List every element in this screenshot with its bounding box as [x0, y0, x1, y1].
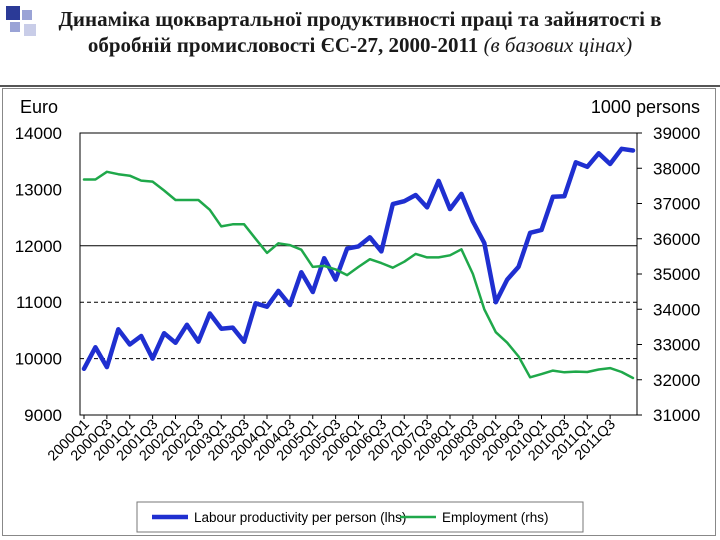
right-tick-label: 34000	[653, 300, 700, 319]
left-axis-unit: Euro	[20, 97, 58, 117]
left-tick-label: 10000	[15, 350, 62, 369]
left-tick-label: 13000	[15, 180, 62, 199]
plot-area	[79, 132, 638, 416]
series-line	[82, 170, 635, 380]
chart-frame	[2, 88, 716, 536]
right-axis-ticks: 31000 32000 33000 34000 35000 36000 37000 38000…	[637, 124, 700, 425]
right-axis-unit: 1000 persons	[591, 97, 700, 117]
grid-lines	[80, 245, 637, 360]
series-lines	[81, 146, 636, 380]
legend-label: Labour productivity per person (lhs)	[194, 510, 406, 525]
right-tick-label: 39000	[653, 124, 700, 143]
legend-box	[136, 501, 584, 533]
right-tick-label: 32000	[653, 371, 700, 390]
left-tick-label: 9000	[24, 406, 62, 425]
corner-decoration	[6, 6, 44, 44]
right-tick-label: 38000	[653, 159, 700, 178]
left-tick-label: 11000	[16, 293, 62, 312]
left-tick-label: 14000	[15, 124, 62, 143]
right-tick-label: 33000	[653, 336, 700, 355]
title-subtitle: (в базових цінах)	[483, 33, 633, 57]
title-divider	[0, 85, 720, 87]
right-tick-label: 36000	[653, 230, 700, 249]
right-tick-label: 37000	[653, 195, 700, 214]
title-main: Динаміка щоквартальної продуктивності пр…	[58, 7, 662, 57]
right-tick-label: 31000	[653, 406, 700, 425]
left-axis-ticks: 9000 10000 11000 12000 13000 14000	[15, 124, 62, 425]
legend: Labour productivity per person (lhs) Empl…	[136, 501, 584, 533]
right-tick-label: 35000	[653, 265, 700, 284]
x-axis-ticks: 2000Q12000Q32001Q12001Q32002Q12002Q32003…	[45, 415, 619, 464]
page-title: Динаміка щоквартальної продуктивності пр…	[40, 6, 680, 58]
series-line	[81, 146, 636, 372]
legend-label: Employment (rhs)	[442, 510, 549, 525]
left-tick-label: 12000	[15, 237, 62, 256]
